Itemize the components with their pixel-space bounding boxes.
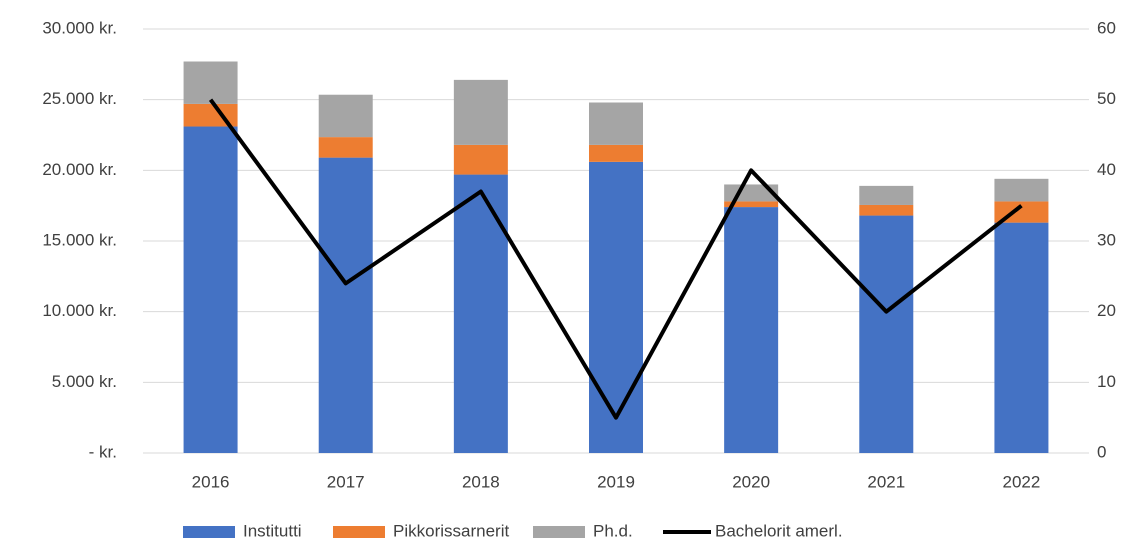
legend-swatch xyxy=(183,526,235,538)
y2-tick-label: 10 xyxy=(1097,372,1116,391)
bar xyxy=(994,178,1049,202)
y-tick-label: 20.000 kr. xyxy=(42,160,117,179)
x-tick-label: 2016 xyxy=(192,472,230,491)
bar xyxy=(724,201,779,208)
y2-tick-label: 20 xyxy=(1097,301,1116,320)
bar xyxy=(183,61,238,104)
x-tick-label: 2020 xyxy=(732,472,770,491)
legend-label: Pikkorissarnerit xyxy=(393,521,509,540)
x-tick-label: 2018 xyxy=(462,472,500,491)
bar xyxy=(183,126,238,454)
bar xyxy=(859,215,914,453)
bar xyxy=(453,79,508,145)
y-tick-label: - kr. xyxy=(89,442,117,461)
y-tick-label: 15.000 kr. xyxy=(42,230,117,249)
y-tick-label: 5.000 kr. xyxy=(52,372,117,391)
line-series xyxy=(208,98,1023,420)
bar xyxy=(589,161,643,453)
bar xyxy=(994,222,1049,453)
y2-tick-label: 40 xyxy=(1097,160,1116,179)
x-tick-label: 2019 xyxy=(597,472,635,491)
y-tick-label: 30.000 kr. xyxy=(42,18,117,37)
bar xyxy=(859,204,914,216)
bar xyxy=(589,102,643,145)
bar xyxy=(318,157,373,453)
x-tick-label: 2021 xyxy=(867,472,905,491)
y-tick-label: 25.000 kr. xyxy=(42,89,117,108)
y2-tick-label: 0 xyxy=(1097,442,1106,461)
bar xyxy=(318,94,373,138)
x-tick-label: 2017 xyxy=(327,472,365,491)
bar xyxy=(453,144,508,175)
bar xyxy=(318,137,373,158)
bar xyxy=(589,144,643,162)
y2-tick-label: 60 xyxy=(1097,18,1116,37)
legend-swatch xyxy=(533,526,585,538)
legend-label: Ph.d. xyxy=(593,521,633,540)
legend-label: Institutti xyxy=(243,521,302,540)
bar xyxy=(859,185,914,205)
y2-tick-label: 50 xyxy=(1097,89,1116,108)
bar xyxy=(724,207,779,453)
y-tick-label: 10.000 kr. xyxy=(42,301,117,320)
y2-tick-label: 30 xyxy=(1097,230,1116,249)
bar xyxy=(453,174,508,453)
legend-swatch xyxy=(333,526,385,538)
x-tick-label: 2022 xyxy=(1003,472,1041,491)
legend-label: Bachelorit amerl. xyxy=(715,521,843,540)
